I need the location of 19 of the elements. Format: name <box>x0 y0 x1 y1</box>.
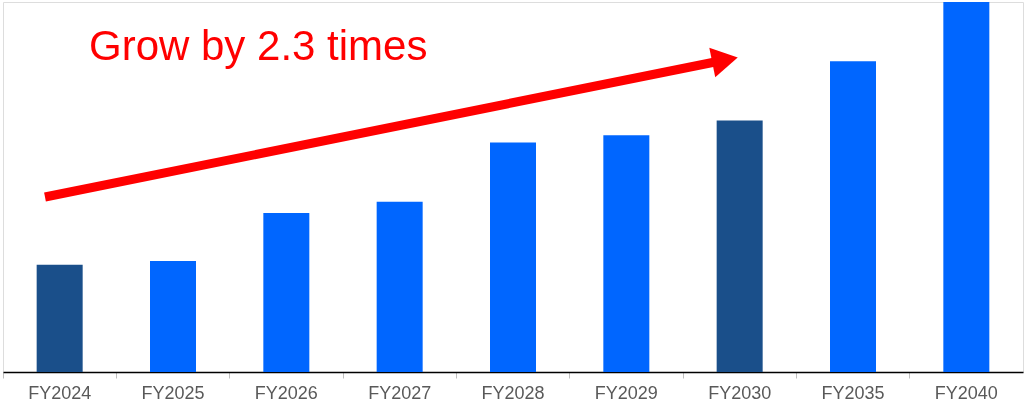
bar <box>376 201 423 372</box>
bar <box>150 261 196 372</box>
bar <box>263 212 310 372</box>
bar <box>603 135 650 372</box>
x-tick-label: FY2030 <box>708 382 772 403</box>
x-tick-label: FY2035 <box>821 382 885 403</box>
bar <box>36 264 83 372</box>
bar <box>943 2 990 372</box>
x-tick-label: FY2024 <box>28 382 92 403</box>
x-tick-label: FY2027 <box>368 382 432 403</box>
x-tick-label: FY2028 <box>481 382 545 403</box>
bar <box>830 61 876 372</box>
bar <box>716 120 763 372</box>
bar <box>490 142 536 372</box>
x-tick-label: FY2026 <box>254 382 318 403</box>
annotation: Grow by 2.3 times <box>89 22 428 69</box>
x-tick-label: FY2025 <box>141 382 205 403</box>
x-tick-label: FY2040 <box>934 382 998 403</box>
x-tick-label: FY2029 <box>594 382 658 403</box>
